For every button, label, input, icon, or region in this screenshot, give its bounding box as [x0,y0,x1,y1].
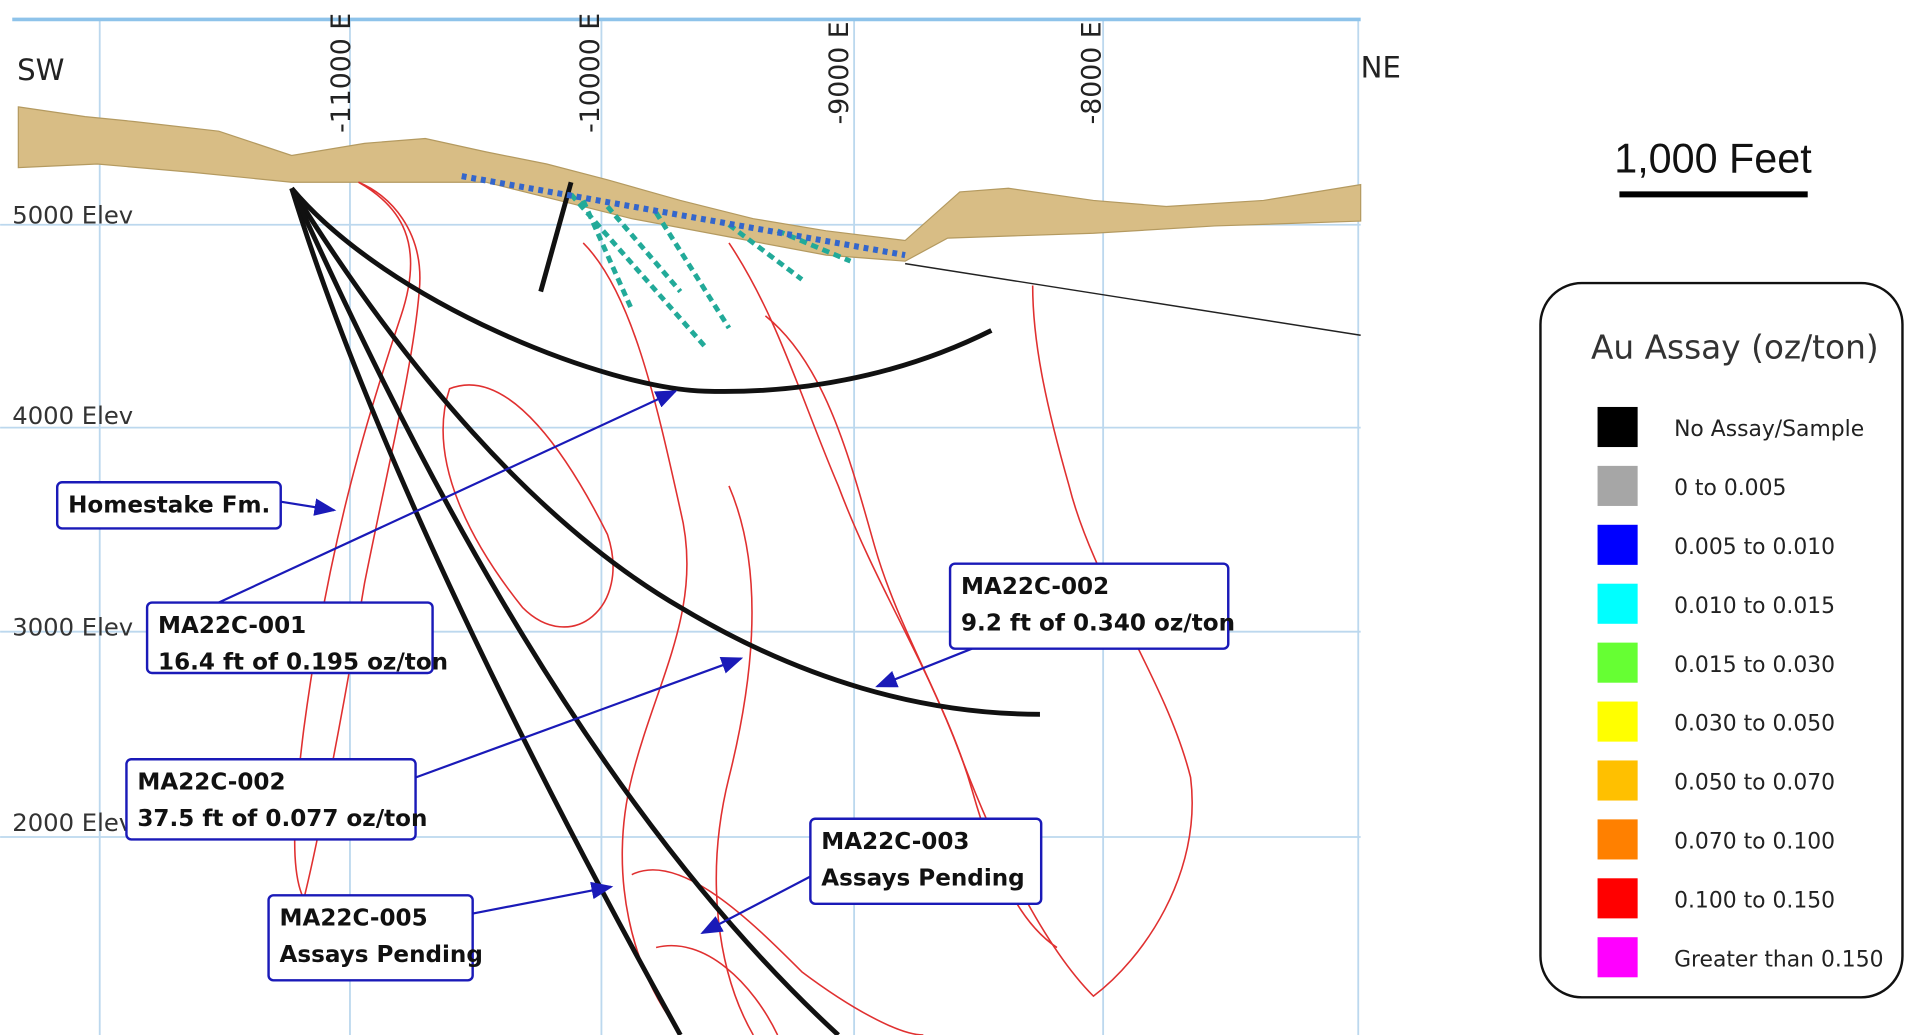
callout-box [125,758,417,841]
legend-label: Greater than 0.150 [1674,947,1883,972]
legend-label: 0.030 to 0.050 [1674,712,1835,737]
legend-swatch [1597,937,1638,978]
legend-swatch [1597,701,1638,742]
legend-swatch [1597,583,1638,624]
scale-label: 1,000 Feet [1614,136,1812,182]
elevation-label: 5000 Elev [12,201,133,230]
direction-label: NE [1361,51,1401,85]
legend-swatch [1597,406,1638,448]
legend-swatch [1597,760,1638,801]
easting-label: -9000 E [824,21,855,124]
callout-arrow [875,647,973,688]
legend-swatch [1597,524,1638,565]
callout-box [55,481,282,530]
section-line [905,262,1361,337]
callout-arrow [700,873,815,934]
callout-text: MA22C-005 [280,906,428,932]
legend-title: Au Assay (oz/ton) [1591,328,1879,366]
callout-text: MA22C-003 [821,829,969,855]
callout-arrow [218,390,678,604]
elevation-label: 2000 Elev [12,808,133,837]
legend-label: 0.015 to 0.030 [1674,653,1835,678]
callout-text: MA22C-002 [961,574,1109,600]
elevation-label: 4000 Elev [12,401,133,430]
legend-swatch [1597,878,1638,919]
legend-label: 0 to 0.005 [1674,476,1786,501]
easting-label: -10000 E [575,13,606,133]
easting-label: -11000 E [326,13,357,133]
callout-arrow [280,498,337,516]
legend-swatch [1597,819,1638,860]
callout-text: 37.5 ft of 0.077 oz/ton [137,806,427,832]
callout-text: 9.2 ft of 0.340 oz/ton [961,610,1235,636]
terrain [17,106,1362,262]
easting-label: -8000 E [1077,21,1108,124]
elevation-label: 3000 Elev [12,612,133,641]
callout-box [145,601,434,675]
callout-box [267,894,474,982]
callout-text: MA22C-001 [158,613,306,639]
callout-text: MA22C-002 [137,770,285,796]
drill-holes [289,173,1040,1035]
legend-swatch [1597,642,1638,683]
legend-swatch [1597,465,1638,506]
legend-label: No Assay/Sample [1674,417,1864,442]
callout-box [809,817,1043,906]
callout-box [948,562,1230,650]
legend-label: 0.070 to 0.100 [1674,830,1835,855]
legend-label: 0.100 to 0.150 [1674,888,1835,913]
callout-text: 16.4 ft of 0.195 oz/ton [158,649,448,675]
legend-box [1539,281,1904,999]
legend-label: 0.050 to 0.070 [1674,771,1835,796]
legend-label: 0.010 to 0.015 [1674,594,1835,619]
callout-arrow [415,656,744,779]
direction-label: SW [17,53,64,87]
callout-text: Assays Pending [280,942,483,968]
scale-bar: 1,000 Feet [1614,136,1812,198]
axis-labels: SW NE [17,51,1401,87]
callout-text: Assays Pending [821,866,1024,892]
legend-label: 0.005 to 0.010 [1674,535,1835,560]
callout-arrow [472,881,614,915]
callout-text: Homestake Fm. [68,493,270,519]
